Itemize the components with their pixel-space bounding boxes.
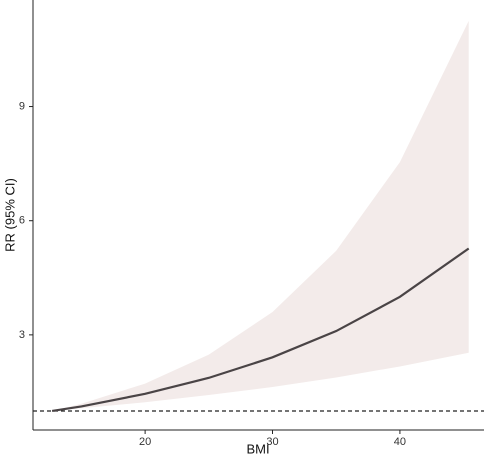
- y-tick-label: 9: [19, 100, 25, 112]
- confidence-band: [52, 20, 469, 411]
- estimate-line: [51, 247, 470, 413]
- y-tick-label: 3: [19, 329, 25, 341]
- x-tick-label: 20: [139, 436, 151, 448]
- x-tick-label: 40: [394, 436, 406, 448]
- y-axis-label: RR (95% CI): [2, 178, 17, 252]
- x-axis-label: BMI: [246, 441, 269, 456]
- y-tick-label: 6: [19, 215, 25, 227]
- x-tick-label: 30: [266, 436, 278, 448]
